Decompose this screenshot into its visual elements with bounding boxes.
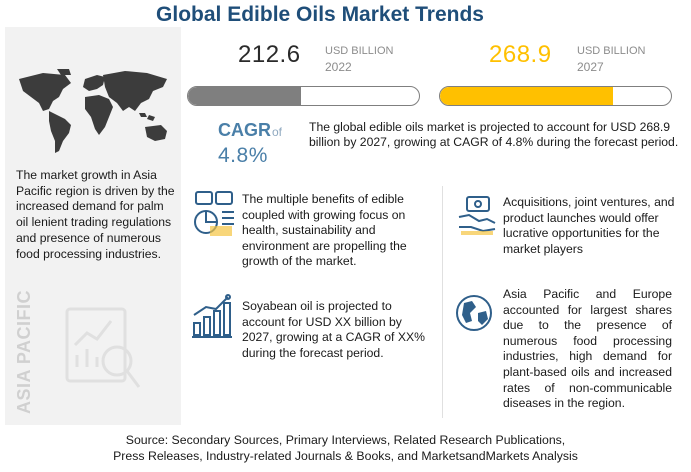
card-soyabean-text: Soyabean oil is projected to account for… <box>242 299 425 360</box>
cagr-of: of <box>272 125 283 139</box>
world-map-icon <box>19 69 167 153</box>
source-note: Source: Secondary Sources, Primary Inter… <box>0 432 691 464</box>
source-line-2: Press Releases, Industry-related Journal… <box>113 449 578 463</box>
cagr-value: 4.8% <box>218 144 268 167</box>
acquisition-handshake-icon <box>458 196 496 235</box>
source-line-1: Source: Secondary Sources, Primary Inter… <box>125 433 566 447</box>
region-panel: The market growth in Asia Pacific region… <box>5 27 181 425</box>
column-divider <box>442 186 443 418</box>
card-asia-europe-text: Asia Pacific and Europe accounted for la… <box>503 287 672 411</box>
page-title: Global Edible Oils Market Trends <box>156 3 484 26</box>
metric-2022-value: 212.6 <box>238 41 301 68</box>
metric-2027-unit: USD BILLION <box>577 45 646 57</box>
region-label: ASIA PACIFIC <box>14 289 34 414</box>
cagr-label: CAGR <box>218 120 271 140</box>
metric-2022-year: 2022 <box>325 60 352 74</box>
cagr-description: The global edible oils market is project… <box>309 120 679 149</box>
metric-2027-year: 2027 <box>577 60 604 74</box>
analysis-chart-icon <box>65 307 141 388</box>
metric-2022-unit: USD BILLION <box>325 45 394 57</box>
metric-2027-value: 268.9 <box>489 41 552 68</box>
card-benefits-text: The multiple benefits of edible coupled … <box>242 192 407 269</box>
progress-bar-2022 <box>187 86 420 106</box>
health-benefits-icon <box>194 191 234 236</box>
region-description: The market growth in Asia Pacific region… <box>16 168 175 261</box>
progress-bar-2022-fill <box>188 87 302 105</box>
globe-icon <box>456 295 492 331</box>
progress-bar-2027-fill <box>440 87 614 105</box>
growth-chart-icon <box>192 294 232 338</box>
progress-bar-2027 <box>439 86 672 106</box>
card-acquisitions-text: Acquisitions, joint ventures, and produc… <box>503 195 675 256</box>
